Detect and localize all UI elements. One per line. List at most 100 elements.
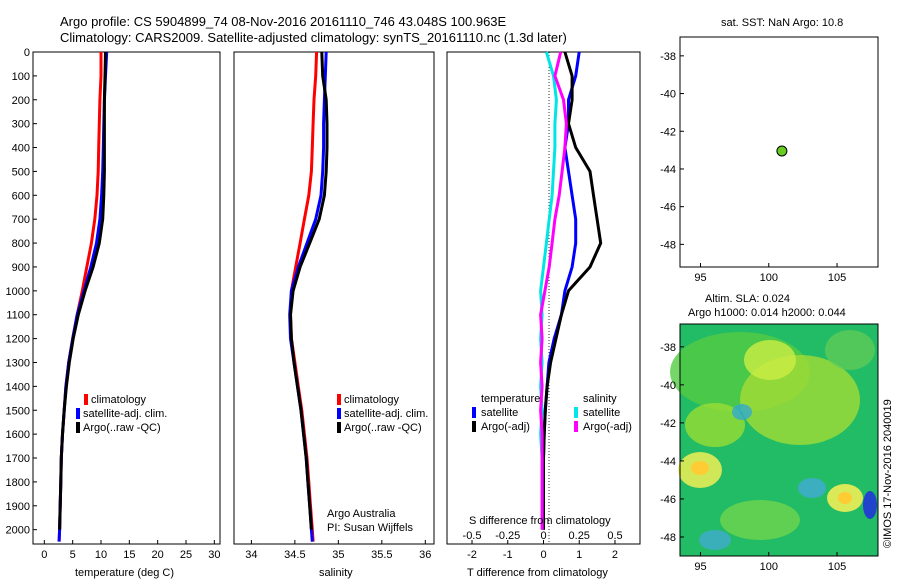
series-line xyxy=(542,51,581,530)
depth-tick-label: 300 xyxy=(12,119,30,131)
depth-tick-label: 900 xyxy=(12,262,30,274)
legend-swatch-climatology xyxy=(337,394,341,405)
salinity-axes-frame xyxy=(233,51,435,545)
sla-patch xyxy=(744,340,796,380)
sla-patch xyxy=(838,492,852,504)
difference-panel: -2 -1 0 1 2 -0.5 -0.25 0 0.25 0.5 S difference fr… xyxy=(446,51,641,579)
legend-climatology: climatology xyxy=(91,394,147,406)
legend-s-satellite: satellite xyxy=(583,407,620,419)
legend-satellite: satellite-adj. clim. xyxy=(344,408,428,420)
x-tick-label: 0 xyxy=(41,549,47,561)
lon-tick-label: 105 xyxy=(828,272,846,284)
legend-swatch-argo xyxy=(337,422,341,433)
lon-tick-label: 100 xyxy=(760,561,778,573)
x-tick-label: 35.5 xyxy=(371,549,392,561)
legend-argo: Argo(..raw -QC) xyxy=(344,422,422,434)
sst-title: sat. SST: NaN Argo: 10.8 xyxy=(721,17,843,29)
legend-salinity-title: salinity xyxy=(583,393,617,405)
steric-height-title: Argo h1000: 0.014 h2000: 0.044 xyxy=(688,307,846,319)
salinity-x-axis: 34 34.5 35 35.5 36 xyxy=(245,540,431,561)
x-tick-label: 35 xyxy=(332,549,344,561)
difference-series xyxy=(539,51,603,530)
salinity-legend: climatology satellite-adj. clim. Argo(..… xyxy=(337,394,428,434)
legend-argo: Argo(..raw -QC) xyxy=(83,422,161,434)
x-tick-label: 0.25 xyxy=(569,530,590,542)
depth-tick-label: 0 xyxy=(24,47,30,59)
x-tick-label: 0 xyxy=(540,549,546,561)
depth-tick-label: 1600 xyxy=(6,429,30,441)
sla-patch xyxy=(863,491,877,519)
position-map-axes: -38 -40 -42 -44 -46 -48 95 100 105 xyxy=(660,51,846,284)
depth-axis: 0 100 200 300 400 500 600 700 800 900 1000 1100 1200… xyxy=(6,47,37,537)
sla-patch xyxy=(720,500,800,540)
lat-tick-label: -44 xyxy=(660,456,676,468)
argo-position-marker xyxy=(776,145,788,157)
legend-swatch-s-argo xyxy=(574,421,578,432)
depth-tick-label: 600 xyxy=(12,190,30,202)
sla-patch xyxy=(699,530,731,550)
x-tick-label: -0.5 xyxy=(463,530,482,542)
lat-tick-label: -44 xyxy=(660,164,676,176)
lat-tick-label: -42 xyxy=(660,126,676,138)
series-line xyxy=(57,52,103,542)
climatology-title: Climatology: CARS2009. Satellite-adjuste… xyxy=(60,30,567,45)
depth-tick-label: 100 xyxy=(12,71,30,83)
x-tick-label: 15 xyxy=(123,549,135,561)
t-difference-xlabel: T difference from climatology xyxy=(467,567,608,579)
sla-patch xyxy=(691,461,709,475)
salinity-series xyxy=(288,51,329,542)
salinity-xlabel: salinity xyxy=(319,567,353,579)
salinity-panel: 34 34.5 35 35.5 36 salinity climatology sate… xyxy=(233,51,435,579)
x-tick-label: 2 xyxy=(612,549,618,561)
x-tick-label: 0.5 xyxy=(607,530,622,542)
lat-tick-label: -38 xyxy=(660,51,676,63)
depth-tick-label: 1900 xyxy=(6,501,30,513)
legend-swatch-climatology xyxy=(84,394,88,405)
lat-tick-label: -42 xyxy=(660,418,676,430)
sla-frame xyxy=(679,323,879,557)
x-tick-label: 5 xyxy=(70,549,76,561)
x-tick-label: 36 xyxy=(419,549,431,561)
legend-satellite: satellite-adj. clim. xyxy=(83,408,167,420)
x-tick-label: -2 xyxy=(467,549,477,561)
legend-climatology: climatology xyxy=(344,394,400,406)
depth-tick-label: 400 xyxy=(12,143,30,155)
temperature-x-axis: 0 5 10 15 20 25 30 xyxy=(41,540,220,561)
x-tick-label: 20 xyxy=(152,549,164,561)
x-tick-label: 25 xyxy=(180,549,192,561)
lat-tick-label: -46 xyxy=(660,202,676,214)
lon-tick-label: 105 xyxy=(828,561,846,573)
series-line xyxy=(58,51,107,530)
depth-tick-label: 1300 xyxy=(6,357,30,369)
depth-tick-label: 2000 xyxy=(6,525,30,537)
legend-s-argo: Argo(-adj) xyxy=(583,421,632,433)
sla-patch xyxy=(825,330,875,370)
legend-swatch-s-satellite xyxy=(574,407,578,418)
depth-tick-label: 500 xyxy=(12,166,30,178)
legend-t-satellite: satellite xyxy=(481,407,518,419)
lat-tick-label: -38 xyxy=(660,342,676,354)
lat-tick-label: -48 xyxy=(660,239,676,251)
legend-t-argo: Argo(-adj) xyxy=(481,421,530,433)
legend-swatch-satellite xyxy=(337,408,341,419)
temperature-xlabel: temperature (deg C) xyxy=(75,567,174,579)
legend-swatch-t-satellite xyxy=(472,407,476,418)
depth-tick-label: 1200 xyxy=(6,334,30,346)
temperature-axes-frame xyxy=(32,51,221,545)
x-tick-label: -1 xyxy=(503,549,513,561)
sla-patch xyxy=(798,478,826,498)
sla-panel: Altim. SLA: 0.024 Argo h1000: 0.014 h200… xyxy=(660,293,894,573)
position-map-frame xyxy=(679,36,879,268)
x-tick-label: 30 xyxy=(208,549,220,561)
depth-tick-label: 1000 xyxy=(6,286,30,298)
depth-tick-label: 800 xyxy=(12,238,30,250)
lon-tick-label: 95 xyxy=(694,561,706,573)
depth-tick-label: 1700 xyxy=(6,453,30,465)
x-tick-label: 1 xyxy=(576,549,582,561)
lat-tick-label: -40 xyxy=(660,380,676,392)
temperature-legend: climatology satellite-adj. clim. Argo(..… xyxy=(76,394,167,434)
temperature-panel: 0100200300400500600700800900100011001200… xyxy=(6,47,221,579)
series-line xyxy=(289,51,319,542)
x-tick-label: 10 xyxy=(95,549,107,561)
difference-legend: temperature salinity satellite Argo(-adj… xyxy=(472,393,632,433)
